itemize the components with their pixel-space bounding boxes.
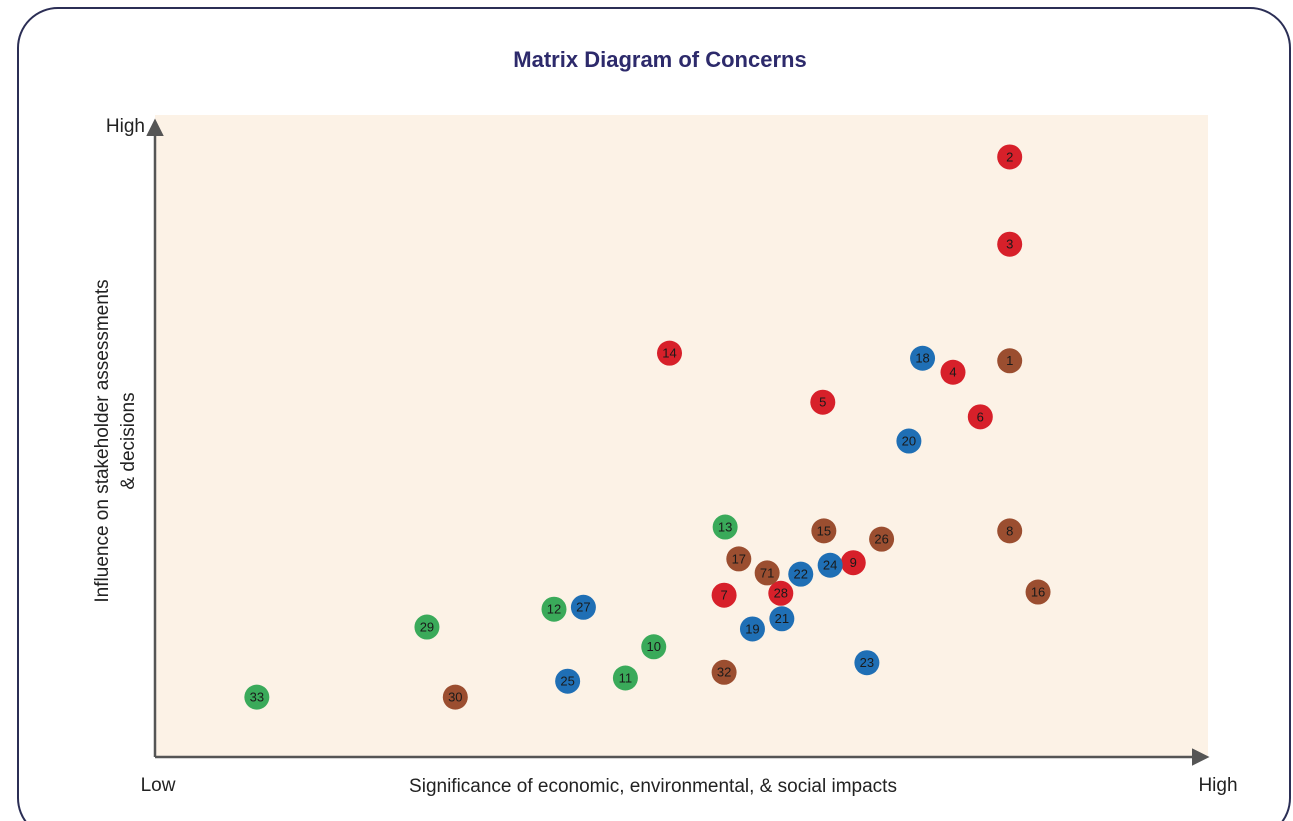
point-label: 25 — [560, 674, 574, 689]
point — [1025, 579, 1051, 605]
point — [739, 616, 765, 642]
point-label: 1 — [1006, 353, 1013, 368]
point-label: 11 — [619, 670, 633, 685]
point — [997, 231, 1023, 257]
point — [570, 594, 596, 620]
point-label: 20 — [902, 433, 916, 448]
point-label: 9 — [850, 555, 857, 570]
point — [414, 614, 440, 640]
point-label: 5 — [819, 395, 826, 410]
point — [541, 596, 567, 622]
point-label: 8 — [1006, 523, 1013, 538]
point — [442, 684, 468, 710]
point — [967, 404, 993, 430]
point — [896, 428, 922, 454]
point-label: 16 — [1031, 584, 1045, 599]
point-label: 28 — [774, 586, 788, 601]
point — [817, 552, 843, 578]
point — [788, 561, 814, 587]
point-label: 14 — [662, 346, 676, 361]
point-label: 21 — [775, 611, 789, 626]
point-label: 7 — [720, 588, 727, 603]
point — [657, 340, 682, 366]
point-label: 4 — [949, 365, 956, 380]
chart-title: Matrix Diagram of Concerns — [513, 47, 806, 72]
point — [712, 514, 738, 540]
point — [869, 526, 895, 552]
point — [769, 606, 795, 632]
point — [768, 580, 794, 606]
point — [997, 518, 1023, 544]
point-label: 71 — [760, 565, 774, 580]
plot-area — [155, 115, 1208, 757]
point-label: 30 — [448, 690, 462, 705]
point — [854, 650, 880, 676]
point — [555, 668, 581, 694]
point-label: 22 — [794, 567, 808, 582]
point-label: 19 — [745, 621, 759, 636]
point-label: 17 — [732, 551, 746, 566]
point — [910, 345, 936, 371]
point-label: 15 — [817, 523, 831, 538]
point-label: 27 — [576, 600, 590, 615]
x-axis-label: Significance of economic, environmental,… — [409, 776, 897, 797]
point — [612, 665, 638, 691]
point — [940, 359, 966, 385]
point — [726, 546, 752, 572]
point — [711, 659, 737, 685]
point — [811, 518, 837, 544]
y-axis-label: & decisions — [118, 392, 139, 489]
point-label: 10 — [647, 639, 661, 654]
point-label: 26 — [874, 532, 888, 547]
x-tick-label: High — [1198, 775, 1237, 796]
point-label: 3 — [1006, 237, 1013, 252]
x-tick-label: Low — [141, 775, 176, 796]
point-label: 24 — [823, 558, 837, 573]
point-label: 18 — [915, 351, 929, 366]
point-label: 33 — [250, 690, 264, 705]
point-label: 23 — [860, 655, 874, 670]
point — [810, 389, 836, 415]
point-label: 29 — [420, 619, 434, 634]
point-label: 6 — [977, 409, 984, 424]
point — [840, 550, 866, 576]
point — [244, 684, 270, 710]
y-tick-label: High — [106, 116, 145, 137]
point — [641, 634, 667, 660]
point-label: 13 — [718, 519, 732, 534]
y-axis-label: Influence on stakeholder assessments — [92, 279, 113, 602]
point — [754, 560, 780, 586]
point-label: 12 — [547, 602, 561, 617]
point — [711, 582, 737, 608]
point — [997, 348, 1023, 374]
point-label: 2 — [1006, 149, 1013, 164]
point — [997, 144, 1023, 170]
point-label: 32 — [717, 665, 731, 680]
